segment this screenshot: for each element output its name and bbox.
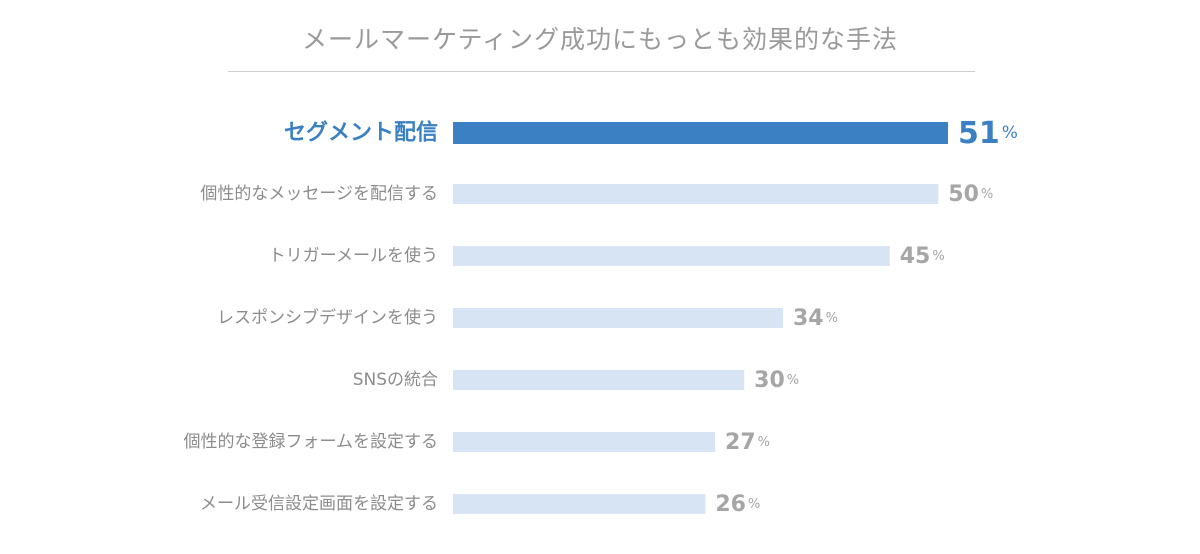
value-label-0: 51% <box>958 116 1018 151</box>
category-label-6: メール受信設定画面を設定する <box>200 494 438 514</box>
bar-4 <box>453 370 745 390</box>
bar-3 <box>453 308 783 328</box>
category-label-3: レスポンシブデザインを使う <box>217 307 438 328</box>
value-label-1: 50% <box>948 182 993 207</box>
value-label-5: 27% <box>725 430 770 455</box>
value-label-3: 34% <box>793 306 838 331</box>
category-label-2: トリガーメールを使う <box>269 245 438 266</box>
value-label-4: 30% <box>754 368 799 393</box>
bar-2 <box>453 246 890 266</box>
bar-0 <box>453 122 948 144</box>
value-label-6: 26% <box>715 492 760 517</box>
value-label-2: 45% <box>900 244 945 269</box>
bar-1 <box>453 184 939 204</box>
chart-title: メールマーケティング成功にもっとも効果的な手法 <box>301 25 898 54</box>
category-label-5: 個性的な登録フォームを設定する <box>184 432 439 452</box>
title-divider <box>228 71 975 72</box>
bar-6 <box>453 494 706 514</box>
category-label-1: 個性的なメッセージを配信する <box>200 184 438 204</box>
category-label-4: SNSの統合 <box>353 370 438 390</box>
category-label-0: セグメント配信 <box>284 120 438 146</box>
bar-5 <box>453 432 716 452</box>
